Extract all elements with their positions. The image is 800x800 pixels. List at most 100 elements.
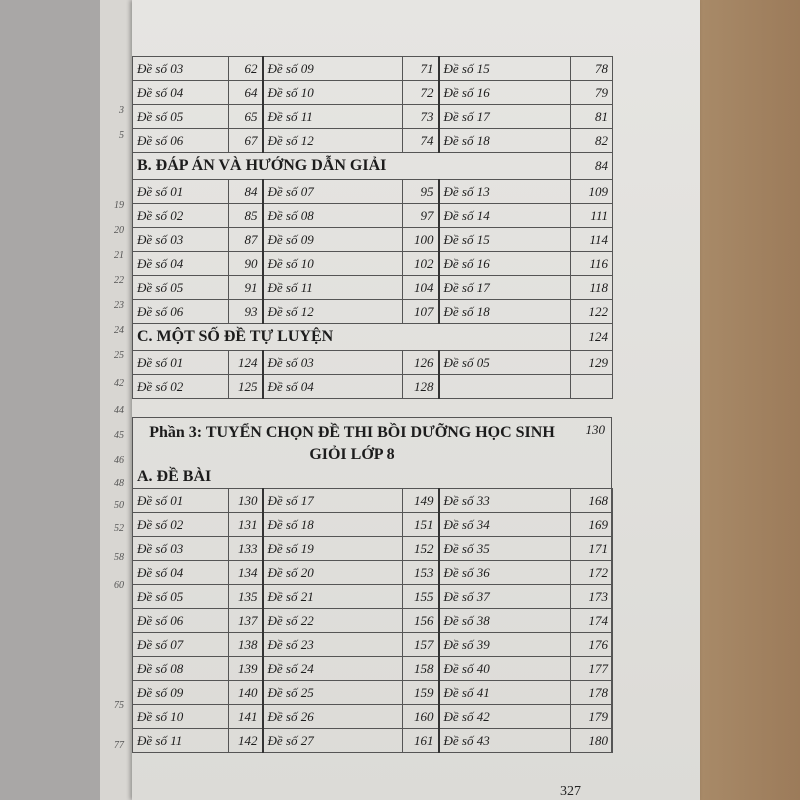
part3-section: Phần 3: TUYỂN CHỌN ĐỀ THI BỒI DƯỠNG HỌC … bbox=[132, 417, 613, 753]
toc-entry-page: 124 bbox=[228, 350, 263, 375]
toc-entry-label: Đề số 03 bbox=[132, 227, 229, 252]
toc-entry-label: Đề số 08 bbox=[132, 656, 229, 681]
previous-page-number: 20 bbox=[114, 225, 124, 236]
toc-entry-label: Đề số 01 bbox=[132, 179, 229, 204]
previous-page-number: 24 bbox=[114, 325, 124, 336]
toc-entry-label: Đề số 07 bbox=[261, 179, 403, 204]
toc-entry-page: 177 bbox=[570, 656, 613, 681]
toc-entry-label: Đề số 04 bbox=[132, 560, 229, 585]
toc-entry-label: Đề số 11 bbox=[261, 275, 403, 300]
section-c-header: C. MỘT SỐ ĐỀ TỰ LUYỆN 124 bbox=[132, 323, 613, 351]
toc-entry-page: 176 bbox=[570, 632, 613, 657]
previous-page-number: 77 bbox=[114, 740, 124, 751]
toc-entry-label: Đề số 04 bbox=[132, 80, 229, 105]
toc-entry-label: Đề số 05 bbox=[437, 350, 571, 375]
toc-entry-page: 151 bbox=[402, 512, 439, 537]
toc-entry-label: Đề số 10 bbox=[261, 251, 403, 276]
toc-entry-page: 178 bbox=[570, 680, 613, 705]
toc-entry-label: Đề số 25 bbox=[261, 680, 403, 705]
toc-entry-label: Đề số 12 bbox=[261, 128, 403, 153]
previous-page-number: 3 bbox=[119, 105, 124, 116]
previous-page-number: 22 bbox=[114, 275, 124, 286]
section-c-title: C. MỘT SỐ ĐỀ TỰ LUYỆN bbox=[132, 323, 571, 351]
toc-entry-label: Đề số 23 bbox=[261, 632, 403, 657]
toc-entry-page: 109 bbox=[570, 179, 613, 204]
previous-page-number: 45 bbox=[114, 430, 124, 441]
toc-entry-label: Đề số 02 bbox=[132, 203, 229, 228]
part3-title: Phần 3: TUYỂN CHỌN ĐỀ THI BỒI DƯỠNG HỌC … bbox=[149, 424, 555, 463]
toc-entry-page: 102 bbox=[402, 251, 439, 276]
toc-entry-label: Đề số 03 bbox=[261, 350, 403, 375]
toc-entry-page: 156 bbox=[402, 608, 439, 633]
toc-entry-page: 122 bbox=[570, 299, 613, 324]
toc-entry-page: 138 bbox=[228, 632, 263, 657]
toc-entry-page: 62 bbox=[228, 56, 263, 81]
toc-entry-label: Đề số 18 bbox=[437, 128, 571, 153]
toc-row: Đề số 09 140 Đề số 25 159 Đề số 41 178 bbox=[132, 680, 613, 705]
toc-row: Đề số 06 137 Đề số 22 156 Đề số 38 174 bbox=[132, 608, 613, 633]
toc-row: Đề số 06 93 Đề số 12 107 Đề số 18 122 bbox=[132, 299, 613, 324]
toc-entry-label: Đề số 21 bbox=[261, 584, 403, 609]
toc-row: Đề số 02 131 Đề số 18 151 Đề số 34 169 bbox=[132, 512, 613, 537]
toc-entry-label: Đề số 35 bbox=[437, 536, 571, 561]
toc-entry-label: Đề số 02 bbox=[132, 374, 229, 399]
toc-entry-page: 78 bbox=[570, 56, 613, 81]
toc-entry-label: Đề số 09 bbox=[261, 56, 403, 81]
toc-entry-page: 67 bbox=[228, 128, 263, 153]
toc-entry-page: 116 bbox=[570, 251, 613, 276]
toc-row: Đề số 04 134 Đề số 20 153 Đề số 36 172 bbox=[132, 560, 613, 585]
section-b-page: 84 bbox=[570, 152, 613, 180]
toc-entry-page: 126 bbox=[402, 350, 439, 375]
toc-entry-page: 129 bbox=[570, 350, 613, 375]
previous-page-number: 48 bbox=[114, 478, 124, 489]
toc-row: Đề số 01 124 Đề số 03 126 Đề số 05 129 bbox=[132, 350, 613, 375]
toc-entry-label: Đề số 15 bbox=[437, 227, 571, 252]
toc-entry-label: Đề số 38 bbox=[437, 608, 571, 633]
toc-entry-page: 131 bbox=[228, 512, 263, 537]
table-of-contents: Đề số 03 62 Đề số 09 71 Đề số 15 78 Đề số 04 64… bbox=[132, 56, 613, 753]
toc-entry-page: 172 bbox=[570, 560, 613, 585]
toc-row: Đề số 03 62 Đề số 09 71 Đề số 15 78 bbox=[132, 56, 613, 81]
toc-entry-label: Đề số 09 bbox=[132, 680, 229, 705]
toc-entry-label: Đề số 18 bbox=[437, 299, 571, 324]
toc-entry-label: Đề số 19 bbox=[261, 536, 403, 561]
toc-entry-label: Đề số 34 bbox=[437, 512, 571, 537]
toc-entry-page: 155 bbox=[402, 584, 439, 609]
section-b-header: B. ĐÁP ÁN VÀ HƯỚNG DẪN GIẢI 84 bbox=[132, 152, 613, 180]
toc-entry-label: Đề số 06 bbox=[132, 299, 229, 324]
toc-entry-page: 161 bbox=[402, 728, 439, 753]
toc-entry-page: 137 bbox=[228, 608, 263, 633]
toc-row: Đề số 01 130 Đề số 17 149 Đề số 33 168 bbox=[132, 488, 613, 513]
book-page: Đề số 03 62 Đề số 09 71 Đề số 15 78 Đề số 04 64… bbox=[132, 0, 700, 800]
toc-entry-page: 72 bbox=[402, 80, 439, 105]
toc-row: Đề số 07 138 Đề số 23 157 Đề số 39 176 bbox=[132, 632, 613, 657]
toc-row: Đề số 03 133 Đề số 19 152 Đề số 35 171 bbox=[132, 536, 613, 561]
toc-entry-page: 73 bbox=[402, 104, 439, 129]
toc-row: Đề số 01 84 Đề số 07 95 Đề số 13 109 bbox=[132, 179, 613, 204]
toc-entry-page: 114 bbox=[570, 227, 613, 252]
toc-entry-label: Đề số 07 bbox=[132, 632, 229, 657]
toc-entry-label: Đề số 08 bbox=[261, 203, 403, 228]
toc-entry-page: 140 bbox=[228, 680, 263, 705]
toc-entry-page bbox=[570, 374, 613, 399]
toc-entry-label: Đề số 03 bbox=[132, 536, 229, 561]
toc-row: Đề số 02 125 Đề số 04 128 bbox=[132, 374, 613, 399]
toc-entry-page: 104 bbox=[402, 275, 439, 300]
toc-entry-label: Đề số 03 bbox=[132, 56, 229, 81]
toc-entry-page: 152 bbox=[402, 536, 439, 561]
previous-page-number: 25 bbox=[114, 350, 124, 361]
toc-entry-page: 158 bbox=[402, 656, 439, 681]
toc-row: Đề số 03 87 Đề số 09 100 Đề số 15 114 bbox=[132, 227, 613, 252]
previous-page-number: 46 bbox=[114, 455, 124, 466]
toc-row: Đề số 05 91 Đề số 11 104 Đề số 17 118 bbox=[132, 275, 613, 300]
previous-page-number: 52 bbox=[114, 523, 124, 534]
toc-entry-label: Đề số 37 bbox=[437, 584, 571, 609]
toc-entry-page: 111 bbox=[570, 203, 613, 228]
toc-entry-page: 174 bbox=[570, 608, 613, 633]
toc-entry-page: 159 bbox=[402, 680, 439, 705]
toc-entry-page: 84 bbox=[228, 179, 263, 204]
toc-entry-label: Đề số 06 bbox=[132, 608, 229, 633]
toc-entry-page: 149 bbox=[402, 488, 439, 513]
cardboard-background bbox=[700, 0, 800, 800]
toc-entry-page: 135 bbox=[228, 584, 263, 609]
